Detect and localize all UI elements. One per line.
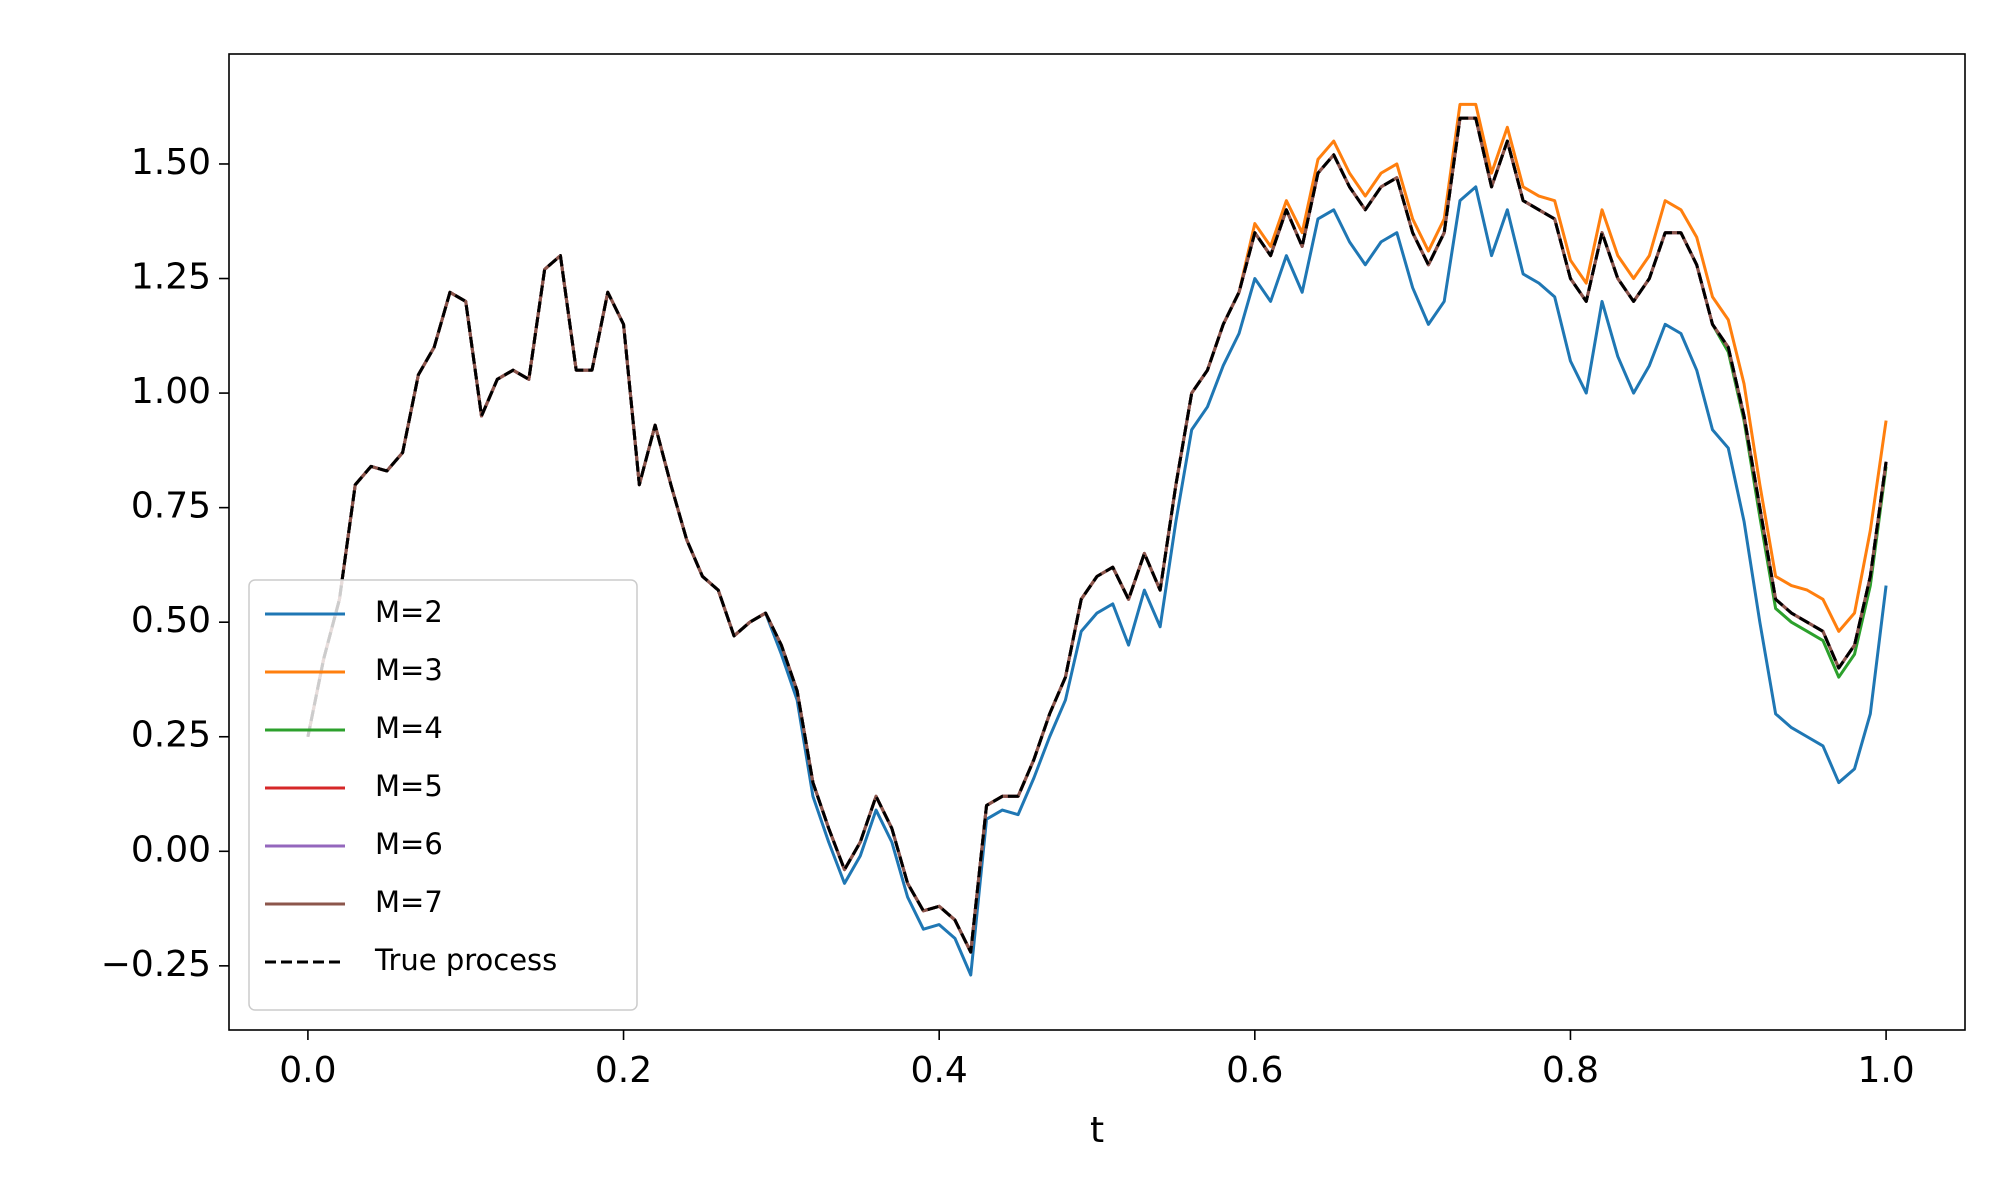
legend-label: True process (374, 943, 557, 977)
y-tick-label: −0.25 (101, 944, 211, 985)
legend-label: M=3 (375, 653, 443, 687)
y-tick-label: 0.50 (131, 600, 211, 641)
y-tick-label: 1.00 (131, 371, 211, 412)
x-tick-label: 1.0 (1857, 1050, 1914, 1091)
x-tick-label: 0.0 (279, 1050, 336, 1091)
y-tick-label: 0.25 (131, 715, 211, 756)
y-tick-label: 0.00 (131, 829, 211, 870)
legend-label: M=5 (375, 769, 443, 803)
axes-frame (228, 53, 1966, 1031)
legend-label: M=2 (375, 595, 443, 629)
x-tick-label: 0.6 (1226, 1050, 1283, 1091)
legend-box (248, 579, 638, 1011)
x-tick-label: 0.4 (911, 1050, 968, 1091)
legend: M=2 M=3 M=4 M=5 M=6 M=7 True process (248, 579, 638, 1011)
series-line (306, 116, 1888, 954)
y-tick-label: 1.50 (131, 142, 211, 183)
y-tick-label: 1.25 (131, 257, 211, 298)
x-axis-label: t (1090, 1110, 1104, 1151)
x-tick-label: 0.2 (595, 1050, 652, 1091)
y-tick-label: 0.75 (131, 486, 211, 527)
legend-label: M=4 (375, 711, 443, 745)
legend-label: M=7 (375, 885, 443, 919)
x-tick-label: 0.8 (1542, 1050, 1599, 1091)
legend-label: M=6 (375, 827, 443, 861)
